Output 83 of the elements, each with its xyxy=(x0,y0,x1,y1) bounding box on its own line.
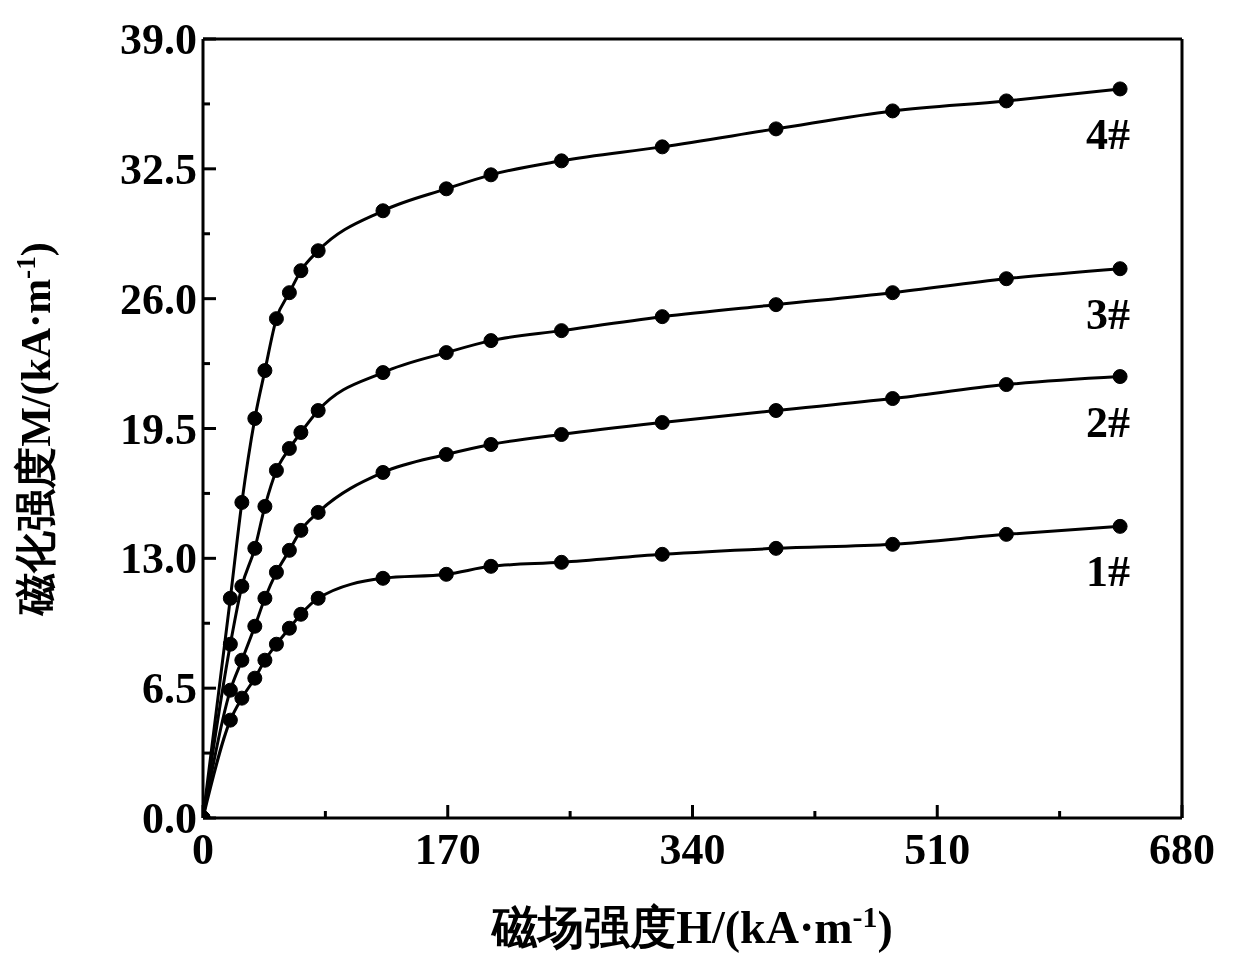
point xyxy=(483,436,499,452)
point xyxy=(268,462,284,478)
point xyxy=(885,103,901,119)
point xyxy=(553,426,569,442)
point xyxy=(281,285,297,301)
point xyxy=(1112,518,1128,534)
point xyxy=(268,564,284,580)
point xyxy=(222,590,238,606)
point xyxy=(483,167,499,183)
point xyxy=(1112,261,1128,277)
point xyxy=(998,377,1014,393)
point xyxy=(375,570,391,586)
y-tick-label: 26.0 xyxy=(120,274,197,324)
point xyxy=(1112,81,1128,97)
point xyxy=(293,425,309,440)
point xyxy=(483,558,499,574)
point xyxy=(310,403,326,419)
point xyxy=(281,620,297,636)
point xyxy=(222,682,238,698)
point xyxy=(654,309,670,325)
point xyxy=(654,415,670,431)
y-tick-label: 19.5 xyxy=(120,404,197,454)
point xyxy=(1112,369,1128,385)
point xyxy=(768,403,784,419)
y-tick-label: 13.0 xyxy=(120,534,197,584)
x-tick-label: 170 xyxy=(414,825,481,874)
x-tick-label: 510 xyxy=(904,825,971,874)
point xyxy=(234,690,250,706)
point xyxy=(553,153,569,169)
series-label: 3# xyxy=(1086,289,1131,339)
point xyxy=(438,446,454,462)
point xyxy=(257,363,273,379)
y-tick-label: 6.5 xyxy=(142,664,197,714)
point xyxy=(257,652,273,668)
point xyxy=(438,181,454,197)
point xyxy=(553,323,569,339)
point xyxy=(654,546,670,562)
point xyxy=(257,498,273,514)
point xyxy=(222,636,238,652)
y-tick-label: 39.0 xyxy=(120,15,197,64)
point xyxy=(998,93,1014,109)
series-label: 2# xyxy=(1086,397,1131,447)
point xyxy=(234,652,250,668)
point xyxy=(281,440,297,456)
point xyxy=(257,590,273,606)
point xyxy=(310,590,326,606)
point xyxy=(768,121,784,137)
point xyxy=(998,271,1014,287)
point xyxy=(885,285,901,301)
point xyxy=(247,411,263,427)
series-label: 4# xyxy=(1086,109,1131,159)
point xyxy=(998,526,1014,542)
point xyxy=(234,494,250,510)
x-tick-label: 680 xyxy=(1149,825,1215,874)
y-tick-label: 32.5 xyxy=(120,144,197,194)
point xyxy=(375,365,391,381)
point xyxy=(247,618,263,634)
point xyxy=(885,391,901,407)
point xyxy=(293,263,309,279)
point xyxy=(234,578,250,594)
point xyxy=(768,297,784,313)
point xyxy=(247,670,263,686)
point xyxy=(375,203,391,219)
x-axis-title: 磁场强度H/(kA·m$^{-1}$) xyxy=(490,899,893,953)
point xyxy=(438,345,454,361)
point xyxy=(268,636,284,652)
point xyxy=(222,712,238,728)
point xyxy=(281,542,297,558)
point xyxy=(553,554,569,570)
point xyxy=(293,522,309,538)
x-tick-label: 340 xyxy=(659,825,726,874)
point xyxy=(293,606,309,622)
point xyxy=(654,139,670,155)
series-label: 1# xyxy=(1086,547,1131,597)
point xyxy=(483,333,499,349)
point xyxy=(768,540,784,556)
point xyxy=(885,536,901,552)
point xyxy=(310,243,326,259)
point xyxy=(247,540,263,556)
point xyxy=(310,504,326,520)
point xyxy=(375,464,391,480)
point xyxy=(438,566,454,582)
point xyxy=(268,311,284,327)
